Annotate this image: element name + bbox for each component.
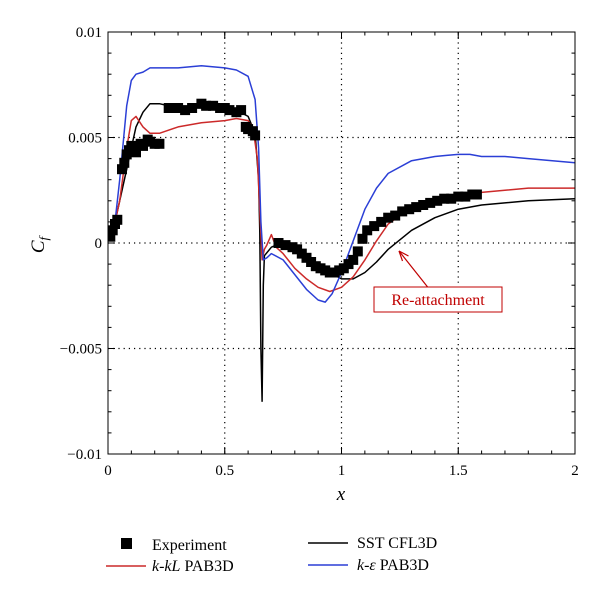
annotation-arrow-head: [398, 250, 409, 262]
experiment-point: [369, 221, 380, 232]
y-tick-label: −0.005: [60, 342, 102, 358]
annotation-label: Re-attachment: [391, 292, 485, 309]
experiment-point: [236, 105, 247, 116]
experiment-point: [432, 195, 443, 206]
experiment-point: [273, 238, 284, 248]
y-tick-label: 0.005: [68, 131, 102, 147]
axis-ticks: [107, 31, 576, 455]
series-line: [108, 65, 575, 303]
experiment-point: [131, 147, 141, 158]
experiment-point: [119, 157, 130, 168]
legend-kkl-rest: PAB3D: [180, 558, 233, 575]
experiment-point: [348, 254, 359, 265]
experiment-markers: [108, 98, 482, 278]
experiment-point: [138, 140, 148, 151]
experiment-point: [439, 193, 450, 204]
experiment-point: [404, 204, 415, 215]
experiment-point: [352, 246, 363, 257]
x-tick-label: 2: [571, 463, 579, 479]
experiment-point: [362, 225, 373, 236]
legend-kkl-italic: k-kL: [152, 558, 181, 575]
experiment-point: [471, 189, 482, 200]
legend-sst-label: SST CFL3D: [357, 535, 437, 552]
legend-experiment-label: Experiment: [152, 537, 227, 554]
legend-ke-rest: PAB3D: [376, 557, 429, 574]
y-axis-title: Cf: [28, 234, 51, 253]
y-axis-title-sub: f: [36, 234, 51, 240]
grid-lines: [108, 32, 575, 454]
experiment-point: [154, 138, 165, 149]
experiment-point: [376, 216, 387, 227]
experiment-point: [397, 206, 408, 217]
experiment-point: [187, 103, 198, 113]
legend-ke-label: k-ε PAB3D: [357, 557, 429, 574]
annotation-box: [373, 286, 503, 313]
x-tick-label: 1: [338, 463, 346, 479]
experiment-point: [460, 191, 471, 202]
experiment-point: [425, 197, 436, 208]
experiment-point: [250, 130, 261, 141]
y-tick-label: 0: [95, 236, 103, 252]
experiment-point: [180, 105, 191, 116]
legend-ke-italic: k-ε: [357, 557, 376, 574]
x-axis-title: x: [336, 484, 346, 505]
experiment-point: [126, 140, 137, 151]
experiment-point: [390, 210, 401, 221]
experiment-point: [411, 202, 422, 213]
legend-experiment-marker: [121, 538, 132, 549]
experiment-point: [112, 214, 123, 225]
experiment-point: [201, 100, 212, 111]
x-tick-label: 0: [104, 463, 112, 479]
experiment-point: [280, 240, 291, 251]
experiment-point: [453, 191, 464, 202]
experiment-point: [163, 103, 174, 113]
experiment-point: [108, 225, 118, 236]
reattachment-annotation: Re-attachment: [373, 250, 503, 313]
experiment-point: [446, 193, 457, 204]
x-tick-label: 0.5: [215, 463, 234, 479]
experiment-point: [108, 231, 116, 242]
x-tick-label: 1.5: [449, 463, 468, 479]
experiment-point: [357, 233, 368, 244]
experiment-point: [208, 100, 219, 111]
y-tick-label: −0.01: [67, 447, 102, 463]
y-axis-title-main: C: [28, 240, 49, 253]
experiment-point: [418, 200, 429, 210]
legend-kkl-label: k-kL PAB3D: [152, 558, 234, 575]
y-tick-label: 0.01: [76, 25, 102, 41]
experiment-point: [224, 105, 235, 116]
tick-labels: 0 0.5 1 1.5 2 −0.01 −0.005 0 0.005 0.01: [60, 25, 579, 479]
series-line: [108, 102, 575, 403]
experiment-point: [173, 103, 184, 113]
experiment-point: [117, 164, 127, 175]
experiment-point: [383, 212, 394, 223]
annotation-arrow-shaft: [398, 250, 431, 291]
legend: Experiment k-kL PAB3D SST CFL3D k-ε PAB3…: [106, 535, 437, 575]
